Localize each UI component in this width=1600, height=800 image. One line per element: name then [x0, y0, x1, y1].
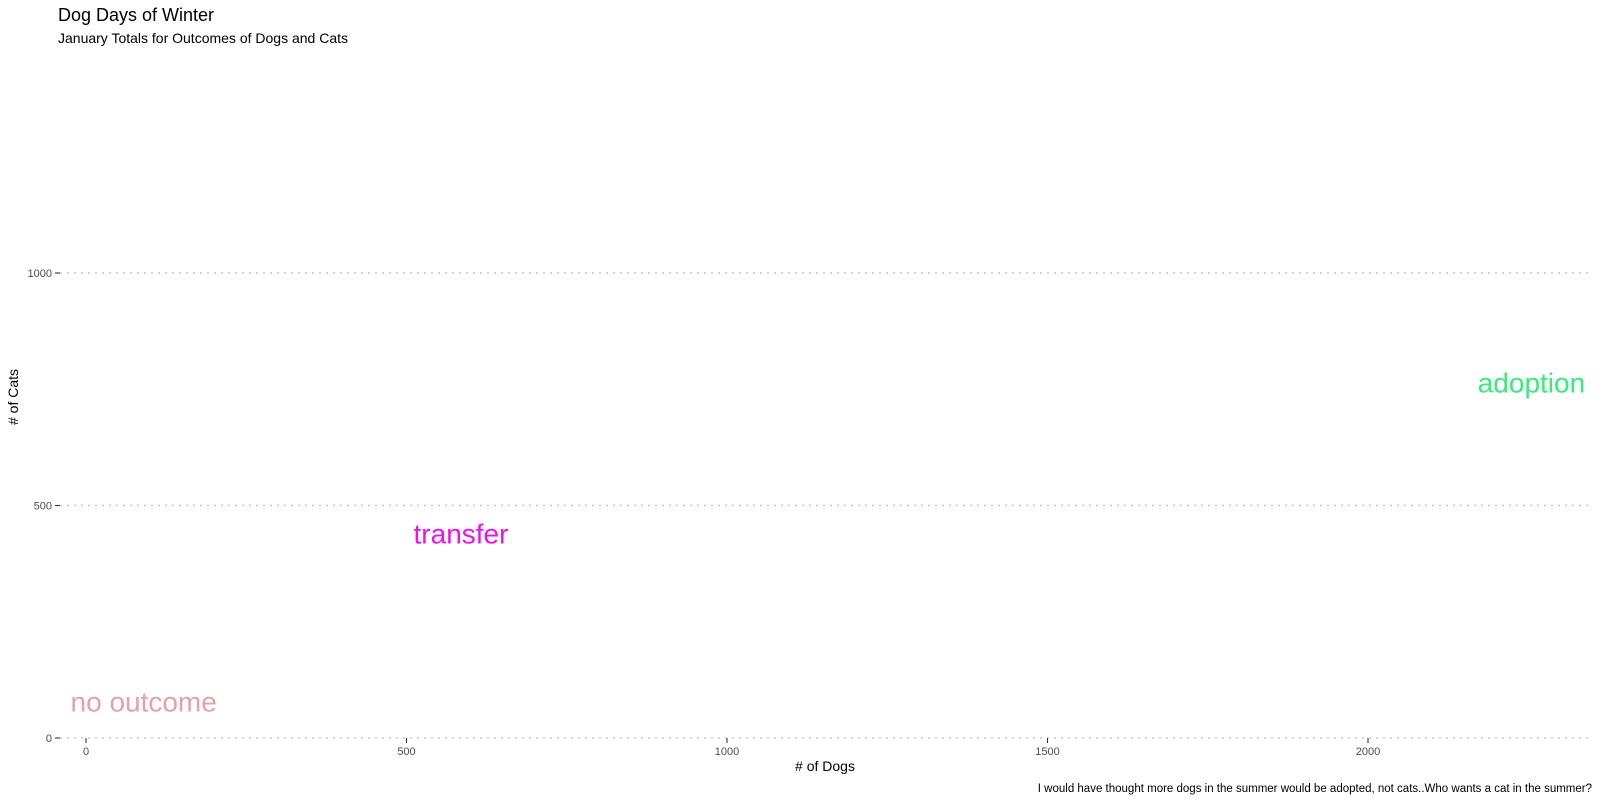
y-tick-label: 1000 — [28, 268, 52, 280]
point-label-adoption: adoption — [1478, 367, 1585, 398]
y-axis-title: # of Cats — [5, 369, 21, 425]
x-axis-title: # of Dogs — [795, 758, 855, 774]
x-tick-label: 500 — [397, 746, 415, 758]
y-tick-label: 500 — [34, 501, 52, 513]
y-axis: 0 500 1000 — [28, 268, 60, 745]
point-label-no-outcome: no outcome — [71, 687, 217, 718]
data-labels: no outcome transfer adoption — [71, 367, 1586, 717]
x-tick-label: 1000 — [715, 746, 739, 758]
x-tick-label: 1500 — [1035, 746, 1059, 758]
gridlines — [60, 272, 1592, 739]
x-axis: 0 500 1000 1500 2000 — [83, 738, 1380, 758]
chart-title: Dog Days of Winter — [58, 5, 214, 25]
point-label-transfer: transfer — [414, 518, 509, 549]
x-tick-label: 0 — [83, 746, 89, 758]
y-tick-label: 0 — [46, 733, 52, 745]
chart-caption: I would have thought more dogs in the su… — [1038, 783, 1592, 795]
x-tick-label: 2000 — [1356, 746, 1380, 758]
chart-subtitle: January Totals for Outcomes of Dogs and … — [58, 30, 348, 46]
